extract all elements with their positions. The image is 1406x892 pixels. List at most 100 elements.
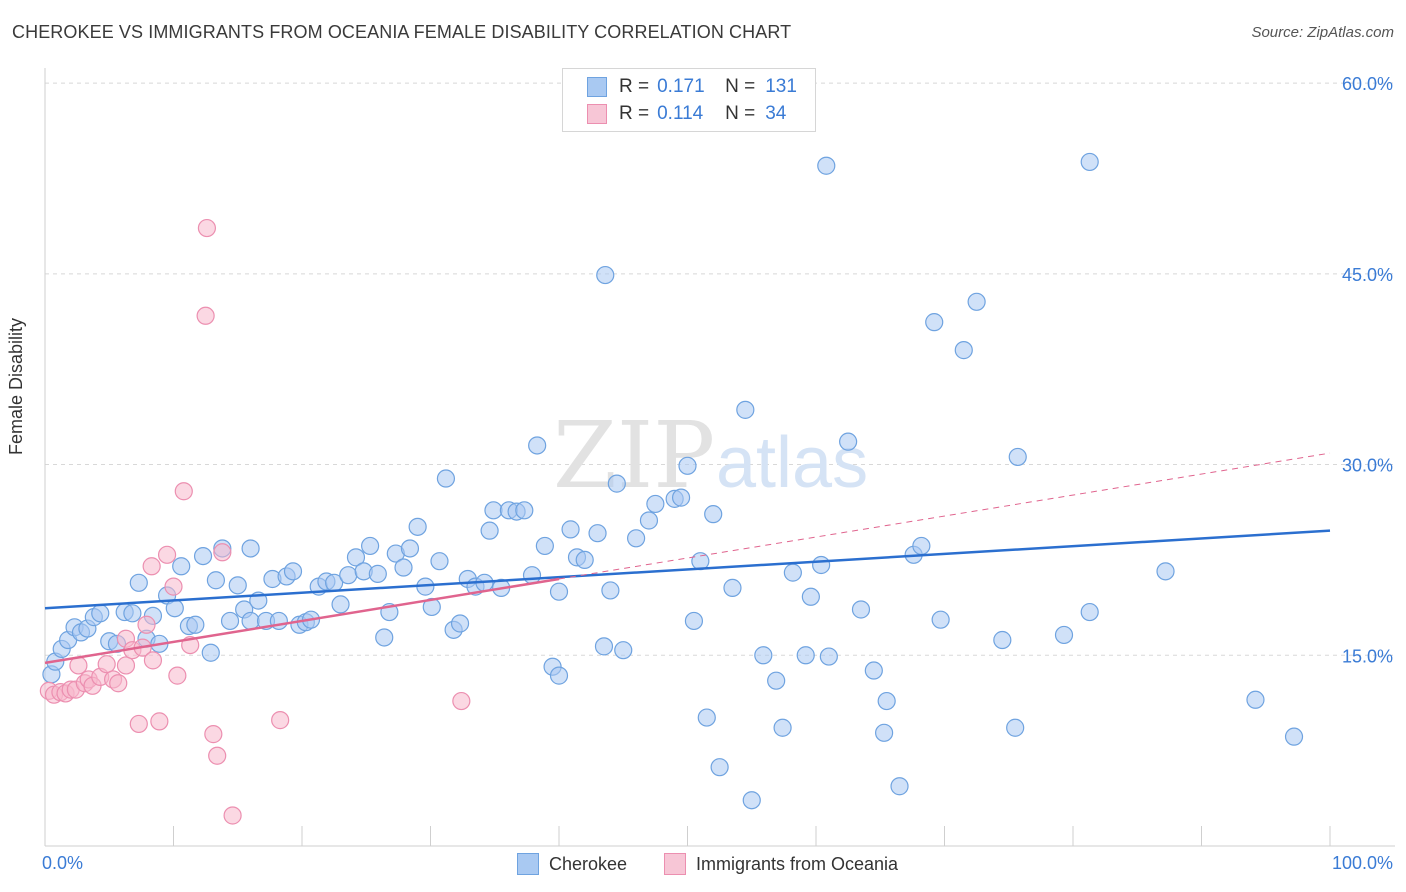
cherokee-point xyxy=(206,571,226,590)
oceania-point xyxy=(150,712,169,731)
cherokee-point xyxy=(515,501,534,520)
oceania-point xyxy=(174,482,193,501)
oceania-trend-extension xyxy=(558,452,1331,580)
legend-n-value: 131 xyxy=(765,76,797,97)
oceania-point xyxy=(271,711,290,730)
cherokee-point xyxy=(201,643,220,662)
cherokee-point xyxy=(549,582,569,601)
legend-r-value: 0.171 xyxy=(657,76,705,97)
cherokee-point xyxy=(736,400,755,419)
cherokee-point xyxy=(91,604,110,623)
y-tick-label: 15.0% xyxy=(1342,646,1393,666)
cherokee-point xyxy=(535,536,554,556)
cherokee-point xyxy=(796,646,815,665)
cherokee-point xyxy=(931,610,950,629)
oceania-point xyxy=(452,691,471,711)
cherokee-point xyxy=(346,548,366,567)
oceania-point xyxy=(142,557,161,576)
cherokee-point xyxy=(626,529,646,548)
cherokee-point xyxy=(241,539,260,558)
legend-r-label: R = xyxy=(619,103,650,124)
cherokee-point xyxy=(710,758,729,777)
cherokee-point xyxy=(812,555,831,575)
watermark: ZIP atlas xyxy=(553,402,868,509)
cherokee-point xyxy=(925,313,944,332)
cherokee-point xyxy=(783,563,802,582)
oceania-point xyxy=(197,218,217,238)
cherokee-point xyxy=(1080,152,1099,172)
cherokee-point xyxy=(331,595,350,614)
cherokee-point xyxy=(875,723,894,742)
legend-r-label: R = xyxy=(619,76,650,97)
cherokee-point xyxy=(697,708,716,727)
cherokee-point xyxy=(430,552,449,571)
cherokee-point xyxy=(1246,690,1265,709)
cherokee-point xyxy=(839,432,858,451)
chart-title: CHEROKEE VS IMMIGRANTS FROM OCEANIA FEMA… xyxy=(12,22,792,42)
oceania-point xyxy=(164,577,183,596)
watermark-zip: ZIP xyxy=(553,402,715,509)
oceania-point xyxy=(109,674,128,693)
cherokee-point xyxy=(129,573,148,592)
trend-lines xyxy=(44,452,1331,665)
bottom-legend-oceania: Immigrants from Oceania xyxy=(664,852,898,876)
y-tick-label: 60.0% xyxy=(1342,74,1393,94)
cherokee-point xyxy=(607,474,626,493)
cherokee-point xyxy=(671,488,691,507)
oceania-point xyxy=(168,666,187,685)
cherokee-point xyxy=(172,557,191,576)
cherokee-point xyxy=(801,587,820,606)
cherokee-trend-line xyxy=(44,529,1331,610)
cherokee-point xyxy=(993,630,1012,650)
cherokee-point xyxy=(588,524,607,543)
cherokee-point xyxy=(723,578,742,597)
oceania-swatch xyxy=(664,853,686,875)
oceania-points xyxy=(39,218,471,825)
legend-row-cherokee: R = 0.171 N = 131 xyxy=(587,76,797,98)
bottom-legend-cherokee-label: Cherokee xyxy=(549,853,628,874)
cherokee-point xyxy=(967,292,986,311)
cherokee-point xyxy=(361,536,380,556)
oceania-point xyxy=(196,306,215,325)
cherokee-point xyxy=(817,156,836,175)
cherokee-point xyxy=(1006,718,1025,737)
cherokee-point xyxy=(684,611,704,631)
cherokee-point xyxy=(773,718,792,737)
oceania-point xyxy=(223,806,242,825)
cherokee-point xyxy=(646,494,665,514)
cherokee-point xyxy=(1054,625,1074,645)
cherokee-point xyxy=(851,600,871,619)
cherokee-point xyxy=(522,566,542,585)
cherokee-point xyxy=(596,265,615,285)
y-tick-label: 45.0% xyxy=(1342,265,1393,285)
cherokee-point xyxy=(193,546,213,566)
oceania-point xyxy=(129,714,148,734)
cherokee-point xyxy=(954,341,973,360)
cherokee-point xyxy=(912,536,931,556)
cherokee-point xyxy=(368,564,387,583)
oceania-point xyxy=(157,545,177,564)
cherokee-point xyxy=(704,505,723,524)
axis-layer xyxy=(44,68,1395,847)
cherokee-point xyxy=(339,566,358,585)
cherokee-point xyxy=(165,599,184,618)
cherokee-point xyxy=(890,777,909,796)
cherokee-point xyxy=(422,597,441,617)
cherokee-point xyxy=(549,666,569,685)
oceania-point xyxy=(143,651,163,670)
cherokee-point xyxy=(123,604,142,623)
cherokee-point xyxy=(877,691,896,711)
cherokee-point xyxy=(228,576,247,595)
cherokee-point xyxy=(1156,562,1175,581)
oceania-trend-line xyxy=(44,577,560,665)
bottom-legend-oceania-label: Immigrants from Oceania xyxy=(696,853,899,874)
cherokee-swatch xyxy=(517,853,539,875)
cherokee-point xyxy=(1008,447,1027,467)
cherokee-point xyxy=(186,615,205,634)
cherokee-point xyxy=(742,791,761,810)
cherokee-point xyxy=(436,469,456,488)
cherokee-point xyxy=(400,539,420,558)
legend-n-label: N = xyxy=(725,103,756,124)
legend-r-value: 0.114 xyxy=(657,103,704,124)
legend-n-value: 34 xyxy=(765,103,787,124)
